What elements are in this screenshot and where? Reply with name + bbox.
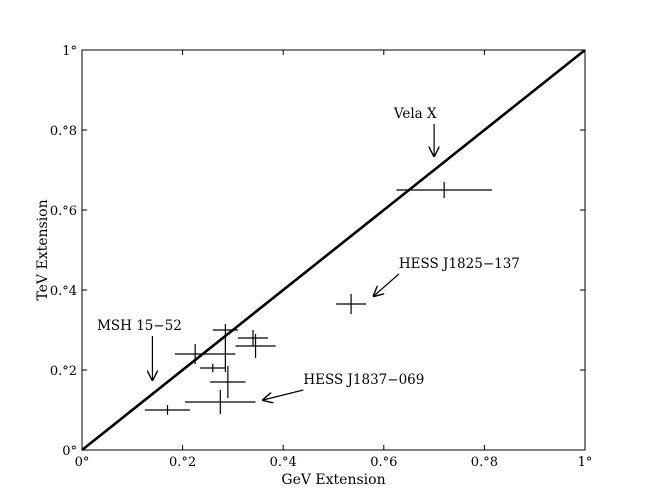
annotations: Vela X HESS J1825−137 MSH 15−52 HESS J1837−… [97,106,520,400]
data-point [200,364,226,372]
x-axis-label: GeV Extension [281,472,385,488]
data-point [237,330,269,346]
data-point [215,336,236,372]
y-axis-label: TeV Extension [35,199,51,300]
annotation-label: MSH 15−52 [97,318,182,334]
data-point [175,344,216,364]
data-point [210,366,246,398]
x-tick-label: 0.°6 [370,455,397,470]
y-tick-label: 1° [62,44,77,59]
plot-frame [81,49,586,451]
y-tick-label: 0.°8 [50,124,77,139]
one-to-one-line [81,48,586,452]
reference-line-layer [81,48,586,452]
data-point [144,405,191,415]
x-tick-label: 0.°4 [270,455,297,470]
y-tick-label: 0.°6 [50,204,77,219]
x-tick-label: 0° [75,455,90,470]
annotation-arrow [263,389,304,400]
data-points [144,182,492,415]
x-tick-label: 0.°8 [471,455,498,470]
data-point [235,334,276,358]
y-tick-label: 0.°4 [50,284,77,299]
x-tick-label: 0.°2 [169,455,196,470]
annotation-label: HESS J1837−069 [303,372,424,388]
data-point [336,294,367,314]
axis-ticks: 0° 0.°2 0.°4 0.°6 0.°8 1° 0° 0.°2 0.°4 0.°6 0.°8 1° [50,44,593,470]
annotation-arrow [374,273,400,296]
data-point [185,390,256,414]
annotation-label: Vela X [393,106,437,122]
y-tick-label: 0° [62,444,77,459]
annotation-label: HESS J1825−137 [399,256,520,272]
data-point [212,324,238,336]
data-point [396,182,492,198]
y-tick-label: 0.°2 [50,364,77,379]
x-tick-label: 1° [578,455,593,470]
